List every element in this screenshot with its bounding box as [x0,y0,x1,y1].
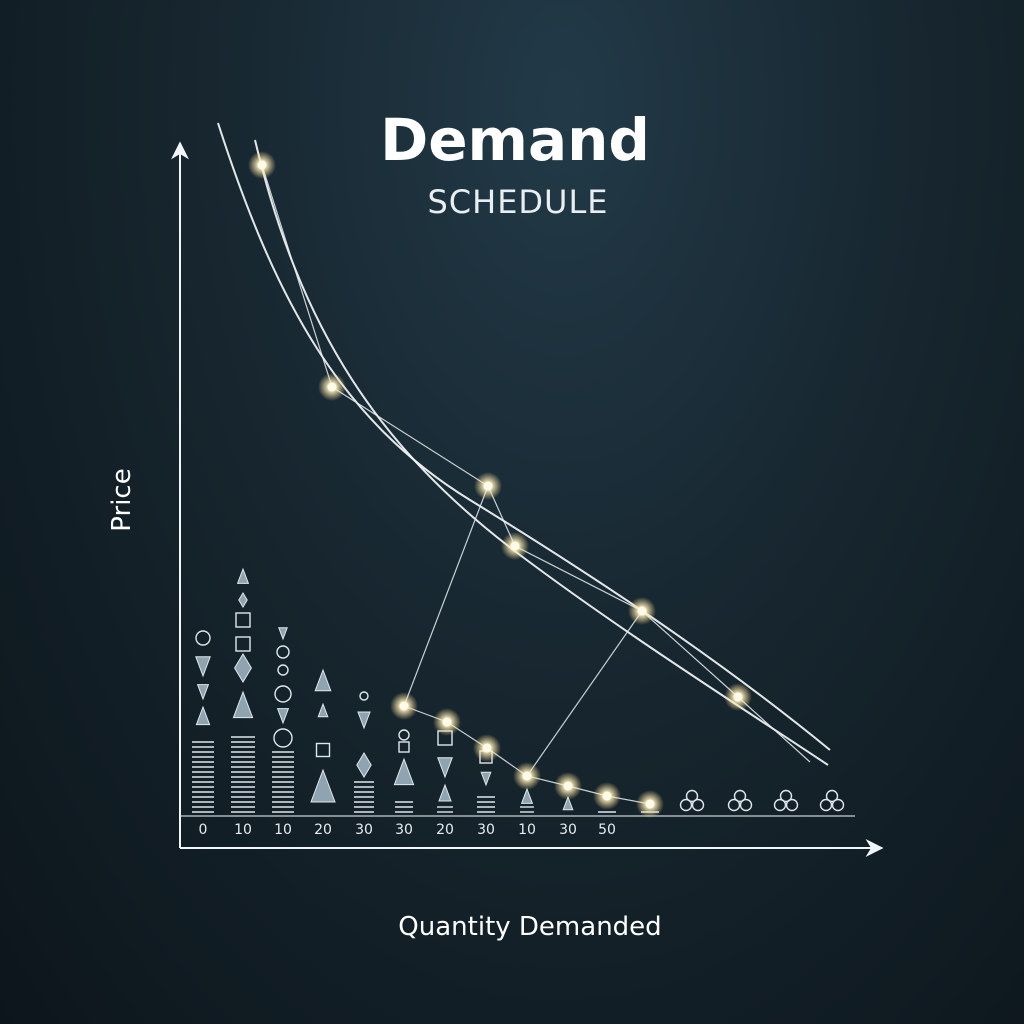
icon-stack [562,795,574,811]
demand-curve-upper [254,139,829,766]
demand-curve-lower [217,122,831,751]
data-point [473,734,501,762]
data-point [248,151,276,179]
icon-stack [520,787,534,813]
x-tick-label: 30 [355,822,373,838]
data-point [513,762,541,790]
quantity-icon-stacks [192,567,845,813]
data-point [501,532,529,560]
icon-stack [272,627,294,813]
data-point [390,692,418,720]
x-tick-label: 10 [518,822,536,838]
icon-stack [354,691,374,813]
data-points [248,151,752,818]
x-tick-label: 20 [314,822,332,838]
x-tick-label: 10 [274,822,292,838]
x-tick-label: 20 [436,822,454,838]
data-point [474,472,502,500]
clover-icon [679,789,705,812]
x-tick-label: 30 [477,822,495,838]
clover-icon [773,789,799,812]
data-point [628,597,656,625]
y-axis-label: Price [107,468,137,531]
x-tick-labels: 0 10 10 20 30 30 20 30 10 30 50 [199,822,616,838]
x-tick-label: 10 [234,822,252,838]
data-point [433,708,461,736]
chart-title: Demand [380,106,650,174]
icon-stack [437,730,453,813]
x-tick-label: 50 [598,822,616,838]
connector-lines [261,164,811,805]
x-tick-label: 0 [199,822,208,838]
chart-subtitle: SCHEDULE [427,183,608,221]
icon-stack [393,729,415,813]
data-point [554,772,582,800]
x-axis-label: Quantity Demanded [398,912,661,942]
data-point [318,373,346,401]
icon-stack [231,567,255,813]
data-point [636,790,664,818]
data-point [724,683,752,711]
clover-icon [819,789,845,812]
icon-stack [310,668,336,803]
clover-icon [727,789,753,812]
x-tick-label: 30 [395,822,413,838]
x-tick-label: 30 [559,822,577,838]
data-point [593,782,621,810]
icon-stack [192,630,214,813]
